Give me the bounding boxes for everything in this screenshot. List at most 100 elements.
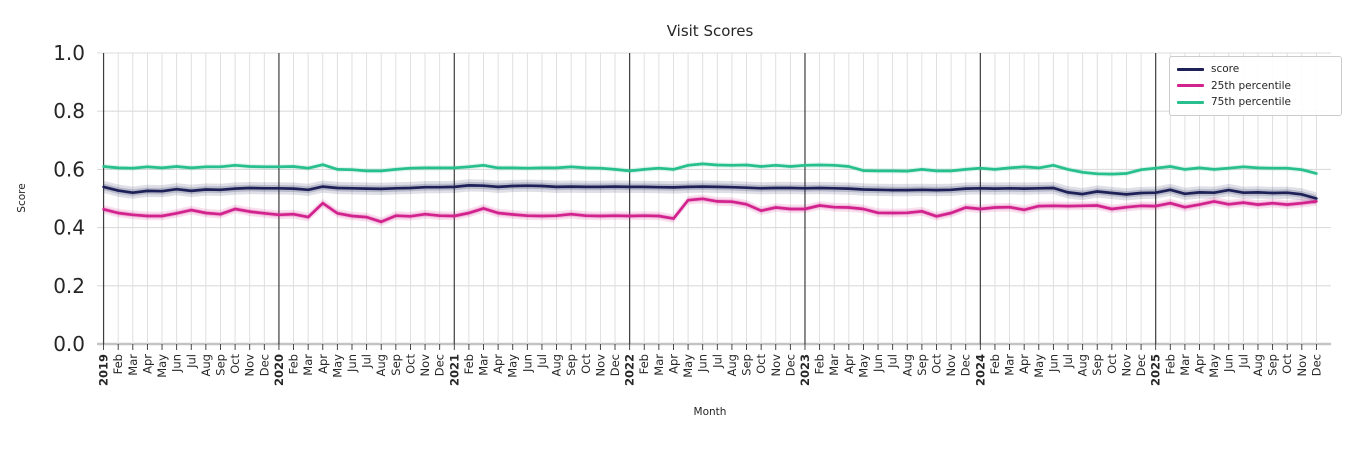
svg-text:2019: 2019	[97, 354, 111, 386]
svg-text:Mar: Mar	[477, 354, 491, 376]
svg-text:Dec: Dec	[608, 354, 622, 376]
line-score	[102, 184, 1318, 200]
svg-text:Nov: Nov	[1119, 354, 1133, 377]
legend-label: 25th percentile	[1211, 79, 1291, 92]
svg-text:May: May	[155, 354, 169, 378]
svg-text:Jun: Jun	[696, 354, 710, 373]
x-tick-labels: 2019 Feb Mar Apr May Jun Jul Aug Sep Oct Nov Dec 202…	[97, 354, 1324, 386]
svg-text:Sep: Sep	[389, 354, 403, 376]
svg-text:0.2: 0.2	[53, 274, 85, 298]
svg-text:Feb: Feb	[637, 354, 651, 374]
svg-text:Apr: Apr	[316, 354, 330, 374]
svg-text:Dec: Dec	[1309, 354, 1323, 376]
svg-text:Sep: Sep	[740, 354, 754, 376]
svg-text:May: May	[330, 354, 344, 378]
svg-text:Nov: Nov	[769, 354, 783, 377]
svg-text:0.6: 0.6	[53, 157, 85, 181]
svg-text:2022: 2022	[623, 354, 637, 386]
svg-text:2021: 2021	[447, 354, 461, 386]
svg-text:0.0: 0.0	[53, 332, 85, 356]
svg-text:Aug: Aug	[374, 354, 388, 376]
legend: score 25th percentile 75th percentile	[1169, 56, 1342, 116]
svg-text:Sep: Sep	[1090, 354, 1104, 376]
svg-text:Mar: Mar	[1178, 354, 1192, 376]
legend-line-swatch	[1177, 84, 1204, 88]
svg-text:Aug: Aug	[1076, 354, 1090, 376]
svg-text:May: May	[1207, 354, 1221, 378]
svg-text:Jun: Jun	[1046, 354, 1060, 373]
legend-line-swatch	[1177, 100, 1204, 104]
svg-text:Jun: Jun	[871, 354, 885, 373]
y-tick-labels: 0.0 0.2 0.4 0.6 0.8 1.0	[53, 41, 85, 356]
chart-title: Visit Scores	[666, 22, 754, 40]
series-lines	[102, 162, 1318, 224]
x-axis-label: Month	[693, 406, 727, 418]
svg-text:2020: 2020	[272, 354, 286, 386]
svg-text:Feb: Feb	[1163, 354, 1177, 374]
svg-text:May: May	[681, 354, 695, 378]
svg-text:Jul: Jul	[710, 354, 724, 369]
legend-item-75th-percentile: 75th percentile	[1177, 96, 1332, 109]
svg-text:1.0: 1.0	[53, 41, 85, 65]
svg-text:Feb: Feb	[287, 354, 301, 374]
svg-text:Nov: Nov	[944, 354, 958, 377]
svg-text:Oct: Oct	[1280, 354, 1294, 374]
svg-text:Oct: Oct	[929, 354, 943, 374]
svg-text:Mar: Mar	[126, 354, 140, 376]
svg-text:May: May	[506, 354, 520, 378]
svg-text:Apr: Apr	[842, 354, 856, 374]
svg-text:0.4: 0.4	[53, 216, 85, 240]
svg-text:Feb: Feb	[988, 354, 1002, 374]
svg-text:Oct: Oct	[228, 354, 242, 374]
svg-text:Sep: Sep	[213, 354, 227, 376]
svg-text:May: May	[1032, 354, 1046, 378]
svg-text:Feb: Feb	[111, 354, 125, 374]
svg-text:Jul: Jul	[886, 354, 900, 369]
svg-text:Apr: Apr	[140, 354, 154, 374]
svg-text:Jun: Jun	[1222, 354, 1236, 373]
svg-text:Mar: Mar	[301, 354, 315, 376]
svg-text:Aug: Aug	[550, 354, 564, 376]
line-75th-percentile	[102, 162, 1318, 176]
svg-text:Sep: Sep	[915, 354, 929, 376]
svg-text:Dec: Dec	[433, 354, 447, 376]
svg-text:Jul: Jul	[1061, 354, 1075, 369]
svg-text:Apr: Apr	[1017, 354, 1031, 374]
svg-text:Oct: Oct	[403, 354, 417, 374]
svg-text:2024: 2024	[973, 354, 987, 386]
y-axis-label: Score	[16, 183, 28, 213]
svg-text:2025: 2025	[1149, 354, 1163, 386]
svg-text:Mar: Mar	[1003, 354, 1017, 376]
svg-text:Aug: Aug	[900, 354, 914, 376]
svg-text:Sep: Sep	[564, 354, 578, 376]
svg-text:2023: 2023	[798, 354, 812, 386]
svg-text:Nov: Nov	[593, 354, 607, 377]
legend-item-score: score	[1177, 63, 1332, 76]
svg-text:Jul: Jul	[535, 354, 549, 369]
svg-text:Jul: Jul	[360, 354, 374, 369]
vertical-gridlines	[102, 53, 1317, 344]
legend-label: 75th percentile	[1211, 96, 1291, 109]
svg-text:Oct: Oct	[579, 354, 593, 374]
svg-text:0.8: 0.8	[53, 99, 85, 123]
svg-text:Nov: Nov	[418, 354, 432, 377]
horizontal-gridlines	[97, 52, 1331, 346]
legend-line-swatch	[1177, 67, 1204, 71]
legend-label: score	[1211, 63, 1240, 75]
svg-text:Jun: Jun	[520, 354, 534, 373]
svg-text:Jun: Jun	[170, 354, 184, 373]
svg-text:Nov: Nov	[1295, 354, 1309, 377]
svg-text:Mar: Mar	[827, 354, 841, 376]
legend-item-25th-percentile: 25th percentile	[1177, 80, 1332, 93]
svg-text:Feb: Feb	[813, 354, 827, 374]
svg-text:Oct: Oct	[1105, 354, 1119, 374]
x-tick-marks	[103, 344, 1317, 350]
line-25th-percentile	[102, 197, 1318, 224]
svg-text:Aug: Aug	[725, 354, 739, 376]
svg-text:Jul: Jul	[184, 354, 198, 369]
svg-text:Dec: Dec	[959, 354, 973, 376]
svg-text:Dec: Dec	[257, 354, 271, 376]
svg-text:Jul: Jul	[1236, 354, 1250, 369]
svg-text:Mar: Mar	[652, 354, 666, 376]
